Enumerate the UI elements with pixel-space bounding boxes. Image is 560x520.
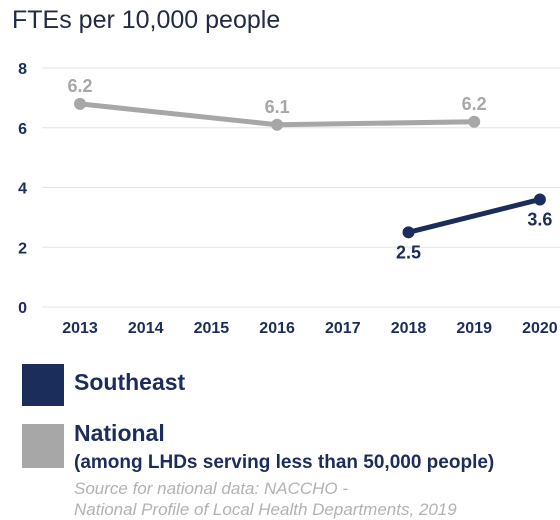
data-label-southeast: 3.6 — [527, 209, 552, 229]
data-point-national — [468, 116, 480, 128]
x-tick-label: 2016 — [259, 320, 295, 337]
source-line-1: Source for national data: NACCHO - — [74, 478, 457, 499]
y-tick-label: 4 — [18, 181, 27, 198]
series-line-southeast — [409, 199, 540, 232]
legend-swatch-national — [22, 424, 64, 468]
legend-label-southeast: Southeast — [74, 369, 185, 396]
x-tick-label: 2013 — [62, 320, 98, 337]
y-tick-label: 0 — [18, 300, 27, 317]
y-tick-label: 6 — [18, 121, 27, 138]
x-tick-label: 2017 — [325, 320, 361, 337]
x-tick-label: 2020 — [522, 320, 558, 337]
x-tick-label: 2015 — [194, 320, 230, 337]
data-point-national — [74, 98, 86, 110]
data-label-national: 6.1 — [265, 97, 290, 117]
x-tick-label: 2018 — [391, 320, 427, 337]
source-line-2: National Profile of Local Health Departm… — [74, 499, 457, 520]
data-label-southeast: 2.5 — [396, 242, 421, 262]
data-point-southeast — [534, 193, 546, 205]
x-tick-label: 2019 — [456, 320, 492, 337]
data-label-national: 6.2 — [67, 76, 92, 96]
data-label-national: 6.2 — [462, 94, 487, 114]
data-point-national — [271, 119, 283, 131]
data-point-southeast — [403, 226, 415, 238]
y-tick-label: 2 — [18, 240, 27, 257]
y-tick-label: 8 — [18, 61, 27, 78]
line-chart: 0 2 4 6 8 2013 2014 2015 2016 2017 2018 2019 2020 6.2… — [0, 0, 560, 345]
source-note: Source for national data: NACCHO - Natio… — [74, 478, 457, 520]
legend-swatch-southeast — [22, 364, 64, 406]
legend-sublabel-national: (among LHDs serving less than 50,000 peo… — [74, 452, 494, 474]
legend-label-national: National — [74, 420, 165, 447]
x-tick-label: 2014 — [128, 320, 164, 337]
